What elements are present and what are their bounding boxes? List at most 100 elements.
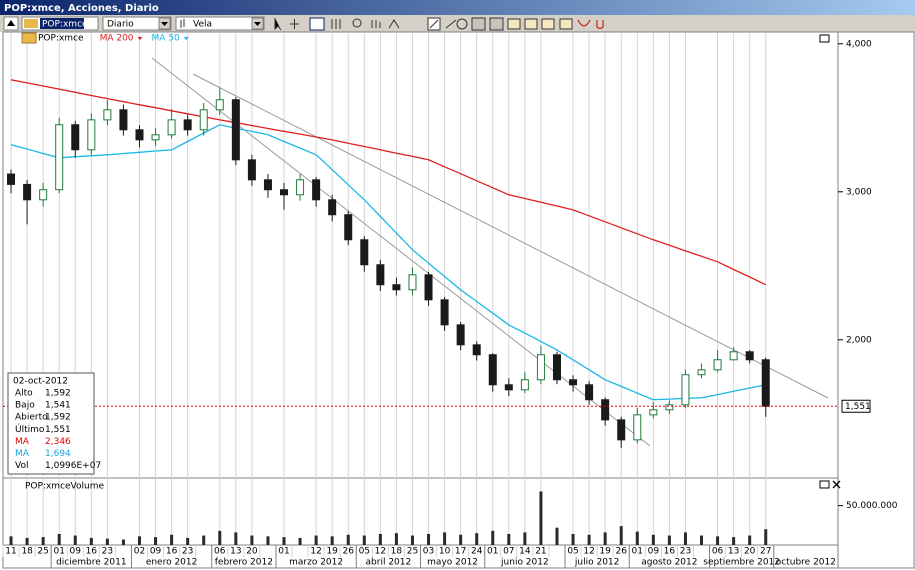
volume-bar xyxy=(427,533,431,545)
candle-body xyxy=(552,354,561,381)
x-tick-label: 21 xyxy=(535,547,546,557)
month-label: abril 2012 xyxy=(366,558,412,568)
volume-bar xyxy=(154,537,158,545)
maximize-button[interactable] xyxy=(819,480,830,489)
tool-icons[interactable] xyxy=(274,17,604,31)
x-tick-label: 09 xyxy=(150,547,162,557)
volume-bar xyxy=(619,526,623,545)
candle-body xyxy=(440,299,449,326)
volume-bar xyxy=(298,537,302,545)
candle-body xyxy=(697,369,706,376)
volume-bar xyxy=(523,532,527,545)
candle-body xyxy=(39,189,48,201)
candle-body xyxy=(633,414,642,441)
volume-bar xyxy=(491,530,495,545)
volume-bar xyxy=(9,536,13,545)
volume-bar xyxy=(587,534,591,545)
candle-body xyxy=(119,109,128,131)
volume-bar xyxy=(186,537,190,545)
last-price-label: 1,551 xyxy=(845,402,871,412)
info-value: 1,592 xyxy=(45,389,71,399)
y-tick-label: 4,000 xyxy=(846,39,872,49)
x-tick-label: 02 xyxy=(134,547,145,557)
maximize-button[interactable] xyxy=(819,34,830,43)
info-label: Bajo xyxy=(15,401,35,411)
close-button[interactable] xyxy=(832,480,841,489)
x-tick-label: 10 xyxy=(439,547,451,557)
candle-body xyxy=(472,344,481,356)
volume-bar xyxy=(764,529,768,545)
candle-body xyxy=(488,354,497,386)
candle-body xyxy=(312,179,321,201)
x-tick-label: 16 xyxy=(166,547,178,557)
candle-body xyxy=(424,274,433,301)
candle-body xyxy=(585,384,594,401)
y-tick-label: 3,000 xyxy=(846,187,872,197)
x-tick-label: 03 xyxy=(423,547,434,557)
legend-dropdown xyxy=(137,37,143,40)
volume-bar xyxy=(41,537,45,545)
info-value: 1,541 xyxy=(45,401,71,411)
x-tick-label: 01 xyxy=(487,547,498,557)
info-label: Vol xyxy=(15,461,28,471)
period-select[interactable] xyxy=(102,16,172,31)
symbol-value: POP:xmce xyxy=(42,20,88,30)
volume-bar xyxy=(218,530,222,545)
volume-bar xyxy=(539,491,543,545)
value-axis xyxy=(837,31,915,569)
month-label: febrero 2012 xyxy=(215,558,273,568)
candle-body xyxy=(392,284,401,291)
volume-bar xyxy=(667,535,671,545)
candle-body xyxy=(344,214,353,241)
info-value: 1,551 xyxy=(45,425,71,435)
candle-body xyxy=(729,351,738,361)
title-bar xyxy=(0,0,915,15)
volume-bar xyxy=(378,533,382,545)
candle-body xyxy=(713,359,722,371)
volume-bar xyxy=(555,527,559,545)
y-tick-label: 50.000.000 xyxy=(846,501,898,511)
volume-bar xyxy=(121,539,125,545)
candle-body xyxy=(649,409,658,416)
x-tick-label: 13 xyxy=(728,547,739,557)
x-tick-label: 24 xyxy=(471,547,483,557)
volume-bar xyxy=(410,535,414,545)
candle-body xyxy=(745,351,754,361)
style-select[interactable] xyxy=(175,16,265,31)
last-price-tag xyxy=(841,399,871,413)
x-tick-label: 27 xyxy=(760,547,771,557)
x-tick-label: 07 xyxy=(503,547,514,557)
candle-body xyxy=(665,404,674,411)
info-label: Abierto xyxy=(15,413,48,423)
x-tick-label: 01 xyxy=(53,547,64,557)
volume-bar xyxy=(443,532,447,545)
x-tick-label: 23 xyxy=(182,547,193,557)
x-tick-label: 12 xyxy=(310,547,321,557)
candle-body xyxy=(215,99,224,111)
volume-bar xyxy=(314,535,318,545)
x-tick-label: 20 xyxy=(744,547,756,557)
period-value: Diario xyxy=(107,20,134,30)
volume-pane xyxy=(2,477,839,546)
volume-bar xyxy=(748,535,752,545)
x-tick-label: 19 xyxy=(599,547,611,557)
legend-entry: MA 50 xyxy=(152,34,181,44)
volume-title: POP:xmceVolume xyxy=(25,482,104,492)
month-label: julio 2012 xyxy=(574,558,619,568)
candle-body xyxy=(296,179,305,196)
trend-line xyxy=(192,73,829,399)
x-tick-label: 11 xyxy=(5,547,16,557)
volume-bar xyxy=(459,534,463,545)
candle-body xyxy=(504,384,513,391)
candle-body xyxy=(55,124,64,191)
candle-body xyxy=(601,399,610,421)
candle-body xyxy=(569,379,578,386)
volume-bar xyxy=(250,535,254,545)
volume-bar xyxy=(25,537,29,545)
window-title: POP:xmce, Acciones, Diario xyxy=(4,3,159,14)
x-tick-label: 09 xyxy=(70,547,82,557)
volume-bar xyxy=(683,532,687,545)
volume-bar xyxy=(170,534,174,545)
candle-body xyxy=(7,173,16,185)
